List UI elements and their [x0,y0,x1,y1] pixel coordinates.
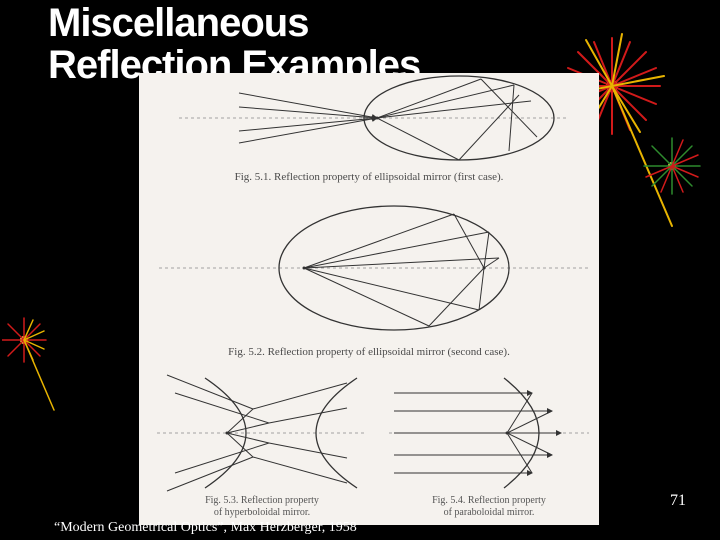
fig-5-4-caption-a: Fig. 5.4. Reflection property [389,495,589,506]
fig-5-4-diagram [389,373,589,493]
firework-icon [2,310,62,420]
title-line-1: Miscellaneous [48,2,420,44]
fig-5-1-diagram [179,73,569,168]
page-number: 71 [670,492,686,510]
fig-5-2-caption: Fig. 5.2. Reflection property of ellipso… [139,346,599,358]
fig-5-1-caption: Fig. 5.1. Reflection property of ellipso… [139,171,599,183]
figure-panel: Fig. 5.1. Reflection property of ellipso… [139,73,599,525]
citation-footer: “Modern Geometrical Optics”, Max Herzber… [54,520,357,536]
fig-5-3-caption-b: of hyperboloidal mirror. [157,507,367,518]
fig-5-2-diagram [159,198,589,343]
fig-5-3-diagram [157,373,367,493]
fig-5-3-caption-a: Fig. 5.3. Reflection property [157,495,367,506]
fig-5-4-caption-b: of paraboloidal mirror. [389,507,589,518]
